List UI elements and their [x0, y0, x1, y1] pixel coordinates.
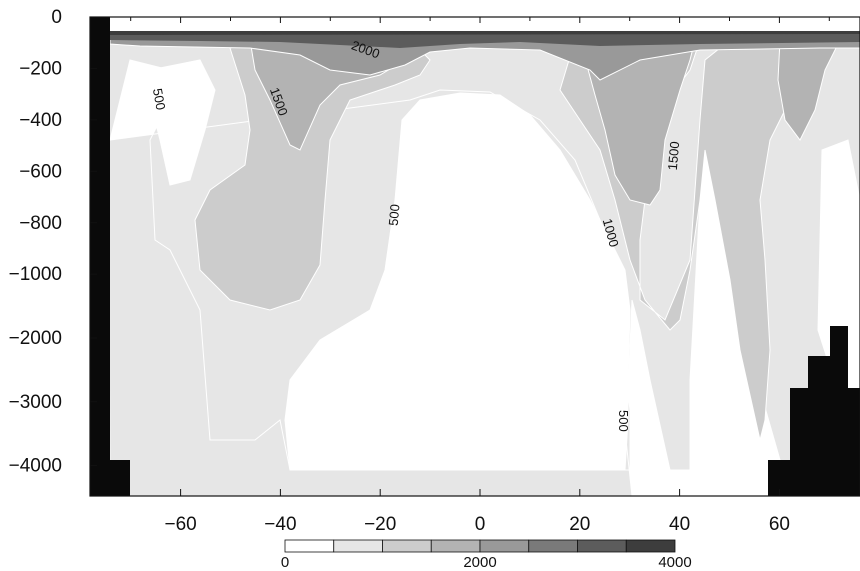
land-left-wall	[90, 17, 110, 496]
x-tick-label: −40	[264, 514, 296, 535]
colorbar-swatch	[284, 539, 335, 553]
land-right-ridge	[768, 326, 860, 496]
y-axis: 0 −200 −400 −600 −800 −1000 −2000 −3000 −4000	[9, 7, 97, 477]
colorbar-swatch	[333, 539, 383, 553]
x-tick-label: 20	[569, 514, 590, 535]
plot-frame	[89, 16, 860, 497]
colorbar-swatch	[577, 539, 627, 553]
colorbar-swatch	[625, 539, 676, 553]
contour-label: 1000	[600, 217, 622, 249]
y-tick-label: −2000	[9, 328, 62, 349]
contour-fills	[107, 31, 860, 496]
land-mask	[90, 17, 860, 496]
contour-label: 500	[616, 410, 631, 432]
contour-band-0-center	[284, 92, 631, 471]
y-tick-label: −3000	[9, 392, 62, 413]
colorbar-tick-label: 2000	[463, 554, 496, 571]
contour-label: 500	[386, 203, 403, 226]
contour-band-2000	[109, 37, 860, 81]
colorbar: 0 2000 4000	[281, 539, 692, 571]
x-tick-label: −60	[164, 514, 196, 535]
contour-band-2500	[110, 31, 860, 48]
colorbar-tick-label: 0	[281, 554, 289, 571]
colorbar-swatch	[430, 539, 481, 553]
contour-band-0-left	[149, 59, 216, 186]
colorbar-swatch	[382, 539, 432, 553]
colorbar-swatch	[479, 539, 530, 553]
colorbar-swatch	[528, 539, 578, 553]
contour-band-3500	[110, 31, 860, 35]
y-tick-label: −4000	[9, 456, 62, 477]
x-tick-label: 40	[669, 514, 690, 535]
y-tick-label: −200	[19, 58, 62, 79]
contour-label: 1500	[665, 141, 682, 171]
colorbar-tick-label: 4000	[658, 554, 691, 571]
y-tick-label: −600	[19, 161, 62, 182]
y-tick-label: −400	[19, 110, 62, 131]
x-tick-label: −20	[364, 514, 396, 535]
land-left-corner	[108, 460, 130, 496]
x-axis: −60 −40 −20 0 20 40 60	[130, 17, 830, 535]
y-tick-label: −1000	[9, 264, 62, 285]
x-tick-label: 0	[475, 514, 486, 535]
y-tick-label: −800	[19, 213, 62, 234]
contour-label: 500	[150, 87, 169, 111]
x-tick-label: 60	[769, 514, 790, 535]
y-tick-label: 0	[51, 7, 62, 28]
